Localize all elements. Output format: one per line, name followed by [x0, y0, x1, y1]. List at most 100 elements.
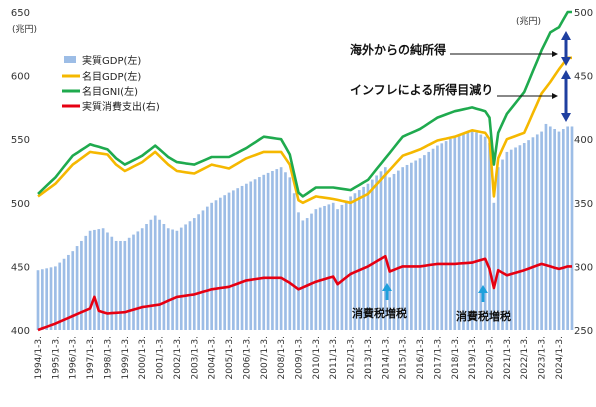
- bar-real-gdp-37: [197, 214, 200, 330]
- bar-real-gdp-10: [80, 240, 83, 330]
- x-tick-label: 2022/1-3.: [520, 336, 530, 380]
- bars-group: [36, 123, 574, 330]
- left-tick-label: 400: [11, 326, 30, 337]
- bar-real-gdp-33: [179, 227, 183, 330]
- bar-real-gdp-123: [570, 126, 574, 330]
- legend: 実質GDP(左) 名目GDP(左) 名目GNI(左) 実質消費支出(右): [62, 54, 160, 113]
- x-tick-label: 1997/1-3.: [86, 336, 96, 380]
- x-tick-label: 1995/1-3.: [51, 336, 61, 380]
- line-nominal-gni: [37, 10, 572, 198]
- tax-hike-label-2014: 消費税増税: [352, 306, 407, 320]
- legend-label-real-gdp: 実質GDP(左): [82, 54, 141, 67]
- right-axis-unit: (兆円): [516, 16, 541, 27]
- bar-real-gdp-1: [41, 269, 44, 330]
- bar-real-gdp-14: [97, 229, 101, 330]
- x-tick-label: 2002/1-3.: [173, 336, 183, 380]
- bar-real-gdp-13: [93, 229, 96, 330]
- bar-real-gdp-108: [505, 151, 509, 330]
- bar-real-gdp-75: [362, 186, 365, 330]
- bar-real-gdp-46: [236, 188, 240, 330]
- bar-real-gdp-23: [136, 231, 140, 330]
- bar-real-gdp-120: [557, 131, 561, 330]
- x-tick-label: 2008/1-3.: [277, 336, 287, 380]
- double-arrow-gdp-gap: [561, 70, 571, 122]
- bar-real-gdp-36: [192, 218, 196, 330]
- bar-real-gdp-74: [357, 190, 361, 330]
- x-tick-label: 2001/1-3.: [156, 336, 166, 380]
- x-tick-label: 2004/1-3.: [208, 336, 218, 380]
- bar-real-gdp-65: [318, 207, 322, 330]
- right-tick-label: 400: [574, 135, 593, 146]
- bar-real-gdp-70: [340, 204, 344, 330]
- bar-real-gdp-84: [401, 167, 405, 330]
- bar-real-gdp-95: [449, 138, 452, 330]
- bar-real-gdp-82: [392, 173, 396, 330]
- bar-real-gdp-43: [223, 195, 227, 330]
- bar-real-gdp-40: [210, 202, 213, 330]
- bar-real-gdp-78: [375, 175, 378, 330]
- bar-real-gdp-18: [114, 240, 118, 330]
- x-tick-label: 2017/1-3.: [433, 336, 443, 380]
- bar-real-gdp-44: [227, 192, 231, 330]
- x-tick-label: 2024/1-3.: [555, 336, 565, 380]
- bar-real-gdp-89: [423, 155, 426, 330]
- x-tick-label: 2020/1-3.: [486, 336, 496, 380]
- bar-real-gdp-2: [45, 268, 49, 330]
- bar-real-gdp-51: [258, 177, 261, 330]
- bar-real-gdp-49: [249, 181, 253, 330]
- bar-real-gdp-116: [540, 131, 543, 330]
- bar-real-gdp-110: [514, 147, 517, 330]
- bar-real-gdp-72: [349, 196, 352, 330]
- bar-real-gdp-69: [336, 209, 339, 330]
- bar-real-gdp-22: [132, 234, 135, 330]
- right-tick-label: 350: [574, 199, 593, 210]
- bar-real-gdp-93: [440, 143, 444, 330]
- x-tick-label: 1996/1-3.: [69, 336, 79, 380]
- bar-real-gdp-19: [119, 240, 122, 330]
- bar-real-gdp-71: [344, 200, 348, 330]
- bar-real-gdp-17: [110, 236, 114, 330]
- bar-real-gdp-94: [444, 141, 448, 330]
- bar-real-gdp-101: [475, 132, 478, 330]
- bar-real-gdp-76: [366, 183, 370, 330]
- bar-real-gdp-91: [431, 148, 435, 330]
- bar-real-gdp-58: [288, 177, 292, 330]
- x-tick-label: 2010/1-3.: [312, 336, 322, 380]
- x-tick-label: 1994/1-3.: [34, 336, 44, 380]
- bar-real-gdp-53: [266, 172, 270, 330]
- bar-real-gdp-45: [232, 190, 235, 330]
- bar-real-gdp-96: [453, 136, 457, 330]
- bar-real-gdp-20: [123, 240, 127, 330]
- bar-real-gdp-122: [566, 126, 569, 330]
- bar-real-gdp-38: [201, 210, 205, 330]
- bar-real-gdp-118: [548, 126, 552, 330]
- bar-real-gdp-90: [427, 151, 431, 330]
- tax-hike-label-2019: 消費税増税: [456, 309, 511, 323]
- x-tick-label: 2005/1-3.: [225, 336, 235, 380]
- right-tick-label: 500: [574, 8, 593, 19]
- bar-real-gdp-105: [492, 202, 496, 330]
- left-tick-label: 650: [11, 8, 30, 19]
- bar-real-gdp-31: [171, 229, 174, 330]
- bar-real-gdp-0: [36, 270, 40, 330]
- bar-real-gdp-5: [58, 262, 62, 330]
- bar-real-gdp-87: [414, 160, 418, 330]
- bar-real-gdp-67: [327, 204, 331, 330]
- bar-real-gdp-47: [240, 185, 244, 330]
- bar-real-gdp-66: [323, 205, 326, 330]
- bar-real-gdp-9: [75, 246, 79, 330]
- bar-real-gdp-52: [262, 174, 266, 330]
- bar-real-gdp-21: [127, 237, 131, 330]
- bar-real-gdp-64: [314, 209, 318, 330]
- right-tick-label: 300: [574, 262, 593, 273]
- bar-real-gdp-42: [219, 197, 222, 330]
- x-tick-label: 2013/1-3.: [364, 336, 374, 380]
- annotation-arrowhead-net-foreign-income: [552, 51, 558, 57]
- double-arrow-gni-gap: [561, 31, 571, 66]
- bar-real-gdp-114: [531, 137, 535, 330]
- bar-real-gdp-88: [418, 158, 422, 330]
- bar-real-gdp-68: [331, 202, 335, 330]
- legend-label-nominal-gni: 名目GNI(左): [82, 85, 138, 98]
